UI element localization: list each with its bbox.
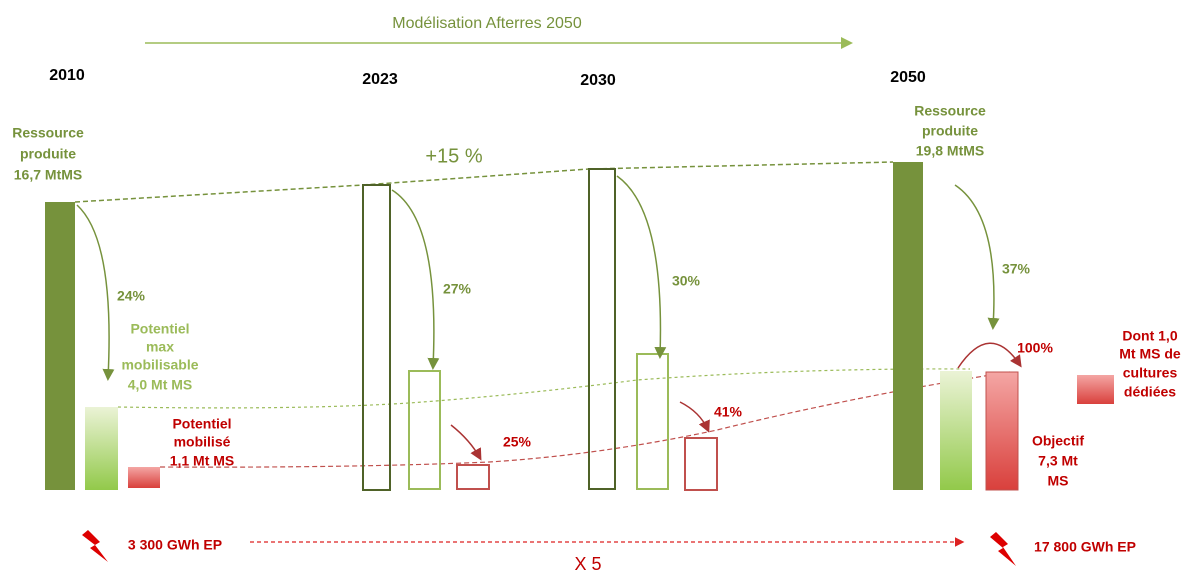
label: Potentiel xyxy=(130,321,189,337)
resource-bar xyxy=(893,162,923,490)
year: 2030 xyxy=(580,72,616,89)
label: 1,1 Mt MS xyxy=(170,453,235,469)
growth: +15 % xyxy=(425,145,482,167)
lightning-icon xyxy=(82,530,108,562)
year: 2050 xyxy=(890,69,926,86)
label: 16,7 MtMS xyxy=(14,167,82,183)
multiplier: X 5 xyxy=(574,554,601,574)
label: MS xyxy=(1048,473,1069,489)
label: mobilisable xyxy=(121,357,198,373)
share: 100% xyxy=(1017,340,1053,356)
mobilised-trend xyxy=(159,371,1011,468)
label: 19,8 MtMS xyxy=(916,143,984,159)
share-arrow xyxy=(954,184,1000,330)
share: 37% xyxy=(1002,261,1031,277)
resource-bar xyxy=(362,184,391,491)
mobilised-bar xyxy=(456,464,490,490)
year: 2023 xyxy=(362,71,398,88)
header-title: Modélisation Afterres 2050 xyxy=(392,15,582,32)
share: 27% xyxy=(443,281,472,297)
energy-end: 17 800 GWh EP xyxy=(1034,539,1136,555)
resource-trend xyxy=(74,161,894,203)
label: Ressource xyxy=(914,103,986,119)
potential-bar xyxy=(85,407,118,490)
dedicated-bar xyxy=(1077,375,1114,404)
lightning-icon xyxy=(990,532,1016,566)
label: Ressource xyxy=(12,125,84,141)
resource-bar xyxy=(588,168,616,490)
share-arrow xyxy=(616,175,667,359)
label: 7,3 Mt xyxy=(1038,453,1078,469)
mobilised-arrow xyxy=(450,424,482,461)
mobilised-arrow xyxy=(957,342,1022,369)
label: cultures xyxy=(1123,365,1178,381)
mobilised-bar xyxy=(684,437,718,491)
objective-bar xyxy=(985,371,1019,491)
label: produite xyxy=(922,123,978,139)
potential-bar xyxy=(636,353,669,490)
year: 2010 xyxy=(49,67,85,84)
share-arrow xyxy=(391,189,440,370)
potential-bar xyxy=(408,370,441,490)
share: 30% xyxy=(672,273,701,289)
mobilised-arrow xyxy=(679,401,710,433)
potential-trend xyxy=(117,368,971,409)
share: 41% xyxy=(714,404,743,420)
label: Objectif xyxy=(1032,433,1084,449)
energy-start: 3 300 GWh EP xyxy=(128,537,222,553)
label: Mt MS de xyxy=(1119,346,1181,362)
label: produite xyxy=(20,146,76,162)
mobilised-bar xyxy=(128,467,160,488)
label: max xyxy=(146,339,174,355)
resource-bar xyxy=(45,202,75,490)
label: Dont 1,0 xyxy=(1122,328,1177,344)
share: 24% xyxy=(117,288,146,304)
label: mobilisé xyxy=(174,434,231,450)
label: 4,0 Mt MS xyxy=(128,377,193,393)
share-arrow xyxy=(76,204,115,381)
label: Potentiel xyxy=(172,416,231,432)
share: 25% xyxy=(503,434,532,450)
label: dédiées xyxy=(1124,384,1176,400)
potential-bar xyxy=(940,371,972,490)
